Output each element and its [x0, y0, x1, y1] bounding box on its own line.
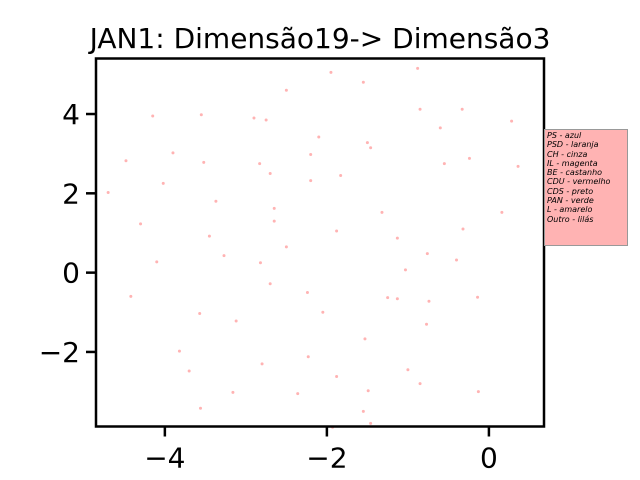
data-point: [395, 297, 399, 301]
data-point: [476, 390, 480, 394]
data-point: [418, 382, 422, 386]
legend-entry: CDU - vermelho: [547, 177, 611, 187]
data-point: [260, 362, 264, 366]
data-point: [516, 164, 520, 168]
legend-entry: PAN - verde: [547, 196, 594, 206]
data-point: [442, 162, 446, 166]
data-point: [306, 355, 310, 359]
data-point: [234, 319, 238, 323]
data-point: [124, 159, 128, 163]
data-point: [161, 181, 165, 185]
legend-entry: PSD - laranja: [547, 140, 599, 150]
data-point: [317, 135, 321, 139]
data-point: [403, 268, 407, 272]
data-point: [361, 409, 365, 413]
data-point: [380, 210, 384, 214]
legend-entry: IL - magenta: [547, 158, 598, 168]
data-point: [366, 389, 370, 393]
plot-frame: [94, 57, 546, 428]
data-point: [284, 245, 288, 249]
data-point: [418, 107, 422, 111]
data-point: [199, 113, 203, 117]
data-point: [416, 66, 420, 70]
data-point: [467, 156, 471, 160]
data-point: [272, 206, 276, 210]
data-point: [500, 210, 504, 214]
data-point: [296, 392, 300, 396]
data-point: [155, 260, 159, 264]
data-point: [198, 311, 202, 315]
data-point: [363, 337, 367, 341]
legend-entry: Outro - lilás: [547, 214, 594, 224]
x-tick-label: −2: [306, 442, 347, 475]
data-point: [309, 179, 313, 183]
data-point: [129, 294, 133, 298]
data-point: [272, 219, 276, 223]
data-point: [258, 162, 262, 166]
x-tick-label: 0: [480, 442, 498, 475]
data-point: [284, 88, 288, 92]
x-axis: −4 −2 0: [144, 426, 498, 475]
data-point: [139, 222, 143, 226]
y-axis: −2 0 2 4: [39, 98, 96, 369]
legend-entry: CDS - preto: [547, 186, 594, 196]
data-point: [305, 290, 309, 294]
data-point: [395, 236, 399, 240]
data-point: [425, 252, 429, 256]
y-tick-label: 0: [62, 257, 80, 290]
data-point: [365, 141, 369, 145]
data-point: [268, 282, 272, 286]
y-tick-label: 2: [62, 177, 80, 210]
legend-entry: CH - cinza: [547, 149, 588, 159]
data-point: [199, 406, 203, 410]
data-point: [335, 229, 339, 233]
data-point: [406, 368, 410, 372]
data-point: [231, 390, 235, 394]
data-point: [268, 172, 272, 175]
data-point: [386, 296, 390, 300]
legend-entry: PS - azul: [547, 131, 582, 140]
data-point: [427, 299, 431, 303]
data-point: [252, 116, 256, 120]
data-point: [476, 295, 480, 299]
data-point: [461, 227, 465, 231]
data-point: [339, 173, 343, 177]
data-point: [460, 107, 464, 111]
data-point: [187, 369, 191, 373]
data-point: [425, 322, 429, 326]
data-point: [510, 119, 514, 123]
data-point: [369, 421, 373, 425]
x-tick-label: −4: [144, 442, 185, 475]
y-tick-label: −2: [39, 336, 80, 369]
y-tick-label: 4: [62, 98, 80, 131]
data-point: [455, 258, 459, 262]
data-point: [335, 375, 339, 379]
data-point: [264, 118, 268, 122]
legend-entry: BE - castanho: [547, 168, 603, 178]
chart-title: JAN1: Dimensão19-> Dimensão3: [88, 22, 551, 55]
data-point: [171, 151, 175, 155]
data-point: [202, 160, 206, 164]
data-point: [369, 146, 373, 150]
data-point: [151, 114, 155, 118]
points-layer: [106, 66, 520, 429]
data-point: [321, 310, 325, 314]
data-point: [309, 152, 313, 156]
data-point: [438, 126, 442, 130]
data-point: [177, 349, 181, 353]
data-point: [214, 199, 218, 203]
data-point: [207, 234, 211, 238]
data-point: [329, 70, 333, 74]
data-point: [258, 261, 262, 265]
data-point: [106, 191, 110, 195]
data-point: [222, 254, 226, 258]
data-point: [361, 80, 365, 84]
legend-entry: L - amarelo: [547, 205, 593, 215]
legend: PS - azul PSD - laranja CH - cinza IL - mag…: [544, 129, 628, 246]
